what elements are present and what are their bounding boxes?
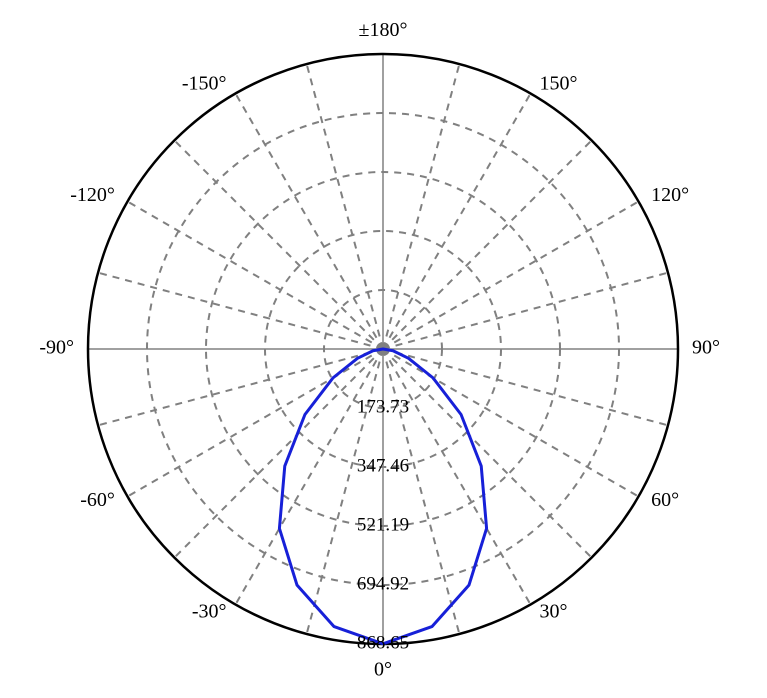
radial-tick-label: 173.73 (357, 396, 409, 417)
angle-tick-label: 120° (651, 184, 689, 206)
angle-tick-label: 60° (651, 489, 679, 511)
radial-tick-label: 868.65 (357, 632, 409, 653)
angle-tick-label: 90° (692, 337, 720, 359)
angle-tick-label: -150° (182, 72, 227, 94)
angle-tick-label: 150° (540, 72, 578, 94)
angle-tick-label: 0° (374, 659, 392, 681)
angle-tick-label: 30° (540, 601, 568, 623)
angle-tick-label: -60° (80, 489, 115, 511)
radial-tick-label: 521.19 (357, 514, 409, 535)
angle-tick-label: -30° (192, 601, 227, 623)
polar-chart: 173.73 347.46 521.19 694.92 868.65 0° 30° 60° 90… (0, 0, 767, 698)
radial-tick-label: 694.92 (357, 573, 409, 594)
angle-tick-label: ±180° (359, 19, 408, 41)
angle-tick-label: -90° (39, 337, 74, 359)
radial-tick-label: 347.46 (357, 455, 409, 476)
angle-tick-label: -120° (70, 184, 115, 206)
